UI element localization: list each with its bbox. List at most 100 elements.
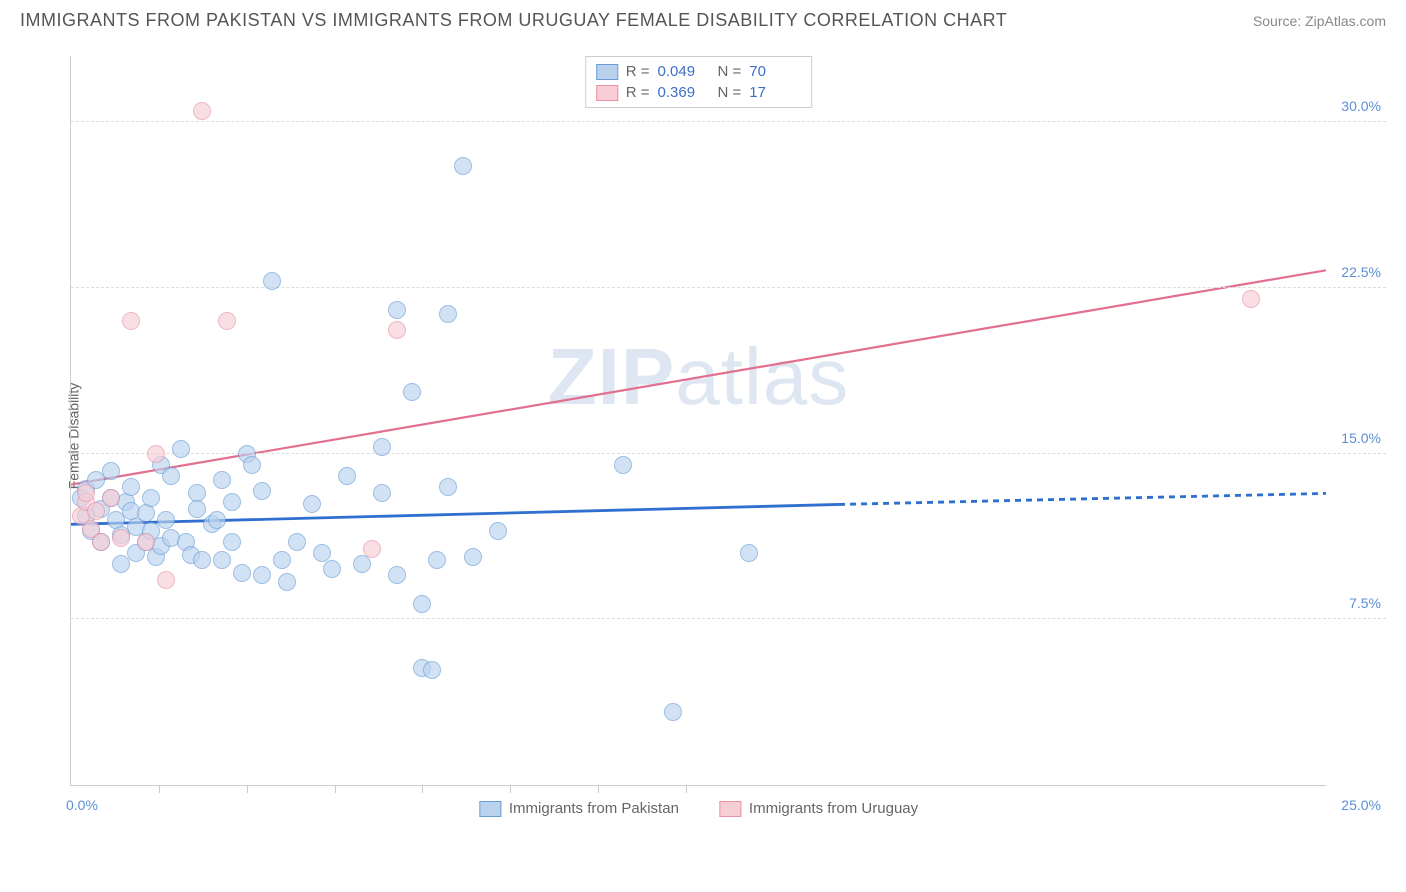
scatter-point [403, 383, 421, 401]
chart-title: IMMIGRANTS FROM PAKISTAN VS IMMIGRANTS F… [20, 10, 1007, 31]
legend-box: R = 0.049 N = 70 R = 0.369 N = 17 [585, 56, 813, 108]
scatter-point [223, 493, 241, 511]
scatter-point [1242, 290, 1260, 308]
scatter-point [363, 540, 381, 558]
x-tick [335, 785, 336, 793]
scatter-point [278, 573, 296, 591]
bottom-legend-label-2: Immigrants from Uruguay [749, 800, 918, 817]
x-tick [510, 785, 511, 793]
scatter-point [464, 548, 482, 566]
legend-n-label-1: N = [718, 63, 742, 80]
y-tick-label: 22.5% [1341, 264, 1381, 280]
legend-n-label-2: N = [718, 84, 742, 101]
scatter-point [614, 456, 632, 474]
x-tick [159, 785, 160, 793]
bottom-legend-label-1: Immigrants from Pakistan [509, 800, 679, 817]
legend-swatch-2 [596, 85, 618, 101]
scatter-point [77, 484, 95, 502]
scatter-point [193, 551, 211, 569]
scatter-point [102, 489, 120, 507]
scatter-point [137, 504, 155, 522]
legend-r-label-2: R = [626, 84, 650, 101]
scatter-point [102, 462, 120, 480]
scatter-point [87, 502, 105, 520]
gridline-h [71, 453, 1386, 454]
chart-container: Female Disability ZIPatlas R = 0.049 N =… [50, 36, 1386, 836]
scatter-point [664, 703, 682, 721]
legend-row-2: R = 0.369 N = 17 [596, 82, 802, 103]
scatter-point [233, 564, 251, 582]
scatter-point [193, 102, 211, 120]
scatter-point [388, 566, 406, 584]
scatter-point [373, 438, 391, 456]
watermark-light: atlas [675, 332, 849, 421]
scatter-point [218, 312, 236, 330]
scatter-point [263, 272, 281, 290]
scatter-point [303, 495, 321, 513]
legend-r-value-1: 0.049 [658, 63, 710, 80]
scatter-point [428, 551, 446, 569]
gridline-h [71, 121, 1386, 122]
scatter-point [142, 489, 160, 507]
scatter-point [122, 312, 140, 330]
source-attribution: Source: ZipAtlas.com [1253, 13, 1386, 29]
scatter-point [243, 456, 261, 474]
scatter-point [454, 157, 472, 175]
scatter-point [253, 482, 271, 500]
scatter-point [323, 560, 341, 578]
scatter-point [388, 301, 406, 319]
scatter-point [112, 555, 130, 573]
bottom-legend-item-1: Immigrants from Pakistan [479, 800, 679, 817]
scatter-point [213, 551, 231, 569]
header: IMMIGRANTS FROM PAKISTAN VS IMMIGRANTS F… [0, 0, 1406, 36]
scatter-point [373, 484, 391, 502]
scatter-point [172, 440, 190, 458]
scatter-point [112, 529, 130, 547]
watermark: ZIPatlas [548, 331, 849, 423]
scatter-point [489, 522, 507, 540]
x-tick [422, 785, 423, 793]
scatter-point [439, 305, 457, 323]
x-tick-label-min: 0.0% [66, 797, 98, 813]
x-tick-label-max: 25.0% [1341, 797, 1381, 813]
legend-r-value-2: 0.369 [658, 84, 710, 101]
scatter-point [388, 321, 406, 339]
bottom-legend-item-2: Immigrants from Uruguay [719, 800, 918, 817]
watermark-bold: ZIP [548, 332, 675, 421]
y-tick-label: 7.5% [1349, 595, 1381, 611]
scatter-point [162, 467, 180, 485]
bottom-swatch-2 [719, 801, 741, 817]
x-tick [686, 785, 687, 793]
legend-r-label-1: R = [626, 63, 650, 80]
scatter-point [253, 566, 271, 584]
scatter-point [188, 500, 206, 518]
legend-n-value-2: 17 [749, 84, 801, 101]
scatter-point [338, 467, 356, 485]
legend-row-1: R = 0.049 N = 70 [596, 61, 802, 82]
y-tick-label: 30.0% [1341, 98, 1381, 114]
x-tick [247, 785, 248, 793]
bottom-legend: Immigrants from Pakistan Immigrants from… [479, 800, 918, 817]
scatter-point [157, 571, 175, 589]
legend-n-value-1: 70 [749, 63, 801, 80]
scatter-point [413, 595, 431, 613]
scatter-point [439, 478, 457, 496]
scatter-point [740, 544, 758, 562]
y-tick-label: 15.0% [1341, 430, 1381, 446]
scatter-point [423, 661, 441, 679]
scatter-point [353, 555, 371, 573]
plot-area: ZIPatlas R = 0.049 N = 70 R = 0.369 N = … [70, 56, 1326, 786]
scatter-point [223, 533, 241, 551]
scatter-point [157, 511, 175, 529]
scatter-point [213, 471, 231, 489]
x-tick [598, 785, 599, 793]
scatter-point [273, 551, 291, 569]
scatter-point [122, 478, 140, 496]
scatter-point [288, 533, 306, 551]
scatter-point [147, 445, 165, 463]
legend-swatch-1 [596, 64, 618, 80]
scatter-point [92, 533, 110, 551]
bottom-swatch-1 [479, 801, 501, 817]
scatter-point [137, 533, 155, 551]
gridline-h [71, 618, 1386, 619]
